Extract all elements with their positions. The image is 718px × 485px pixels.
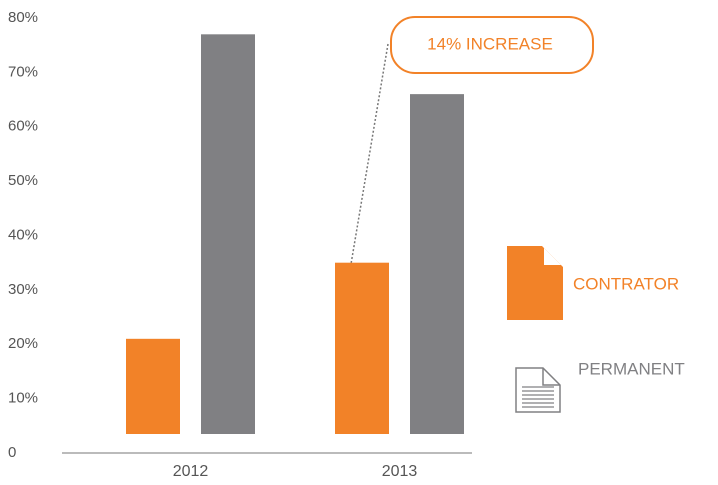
annotation: 14% INCREASE bbox=[427, 34, 553, 53]
x-tick-label: 2013 bbox=[382, 463, 418, 480]
legend-label: PERMANENT bbox=[578, 359, 685, 378]
y-tick-label: 0 bbox=[8, 444, 16, 461]
y-tick-label: 60% bbox=[8, 118, 38, 135]
legend-icon bbox=[515, 367, 561, 413]
y-tick-label: 70% bbox=[8, 63, 38, 80]
y-tick-label: 50% bbox=[8, 172, 38, 189]
legend-label: CONTRATOR bbox=[573, 274, 679, 293]
legend-icon bbox=[507, 246, 563, 320]
bar bbox=[126, 338, 180, 434]
bar bbox=[410, 94, 464, 434]
y-tick-label: 80% bbox=[8, 9, 38, 26]
annotation-leader bbox=[349, 43, 389, 271]
y-tick-label: 30% bbox=[8, 281, 38, 298]
legend-icon-fold bbox=[542, 368, 560, 386]
bar bbox=[335, 262, 389, 434]
legend-icon-fold bbox=[544, 248, 561, 265]
annotation-box bbox=[390, 16, 594, 74]
y-tick-label: 40% bbox=[8, 226, 38, 243]
bar bbox=[201, 34, 255, 434]
y-tick-label: 20% bbox=[8, 335, 38, 352]
x-tick-label: 2012 bbox=[173, 463, 209, 480]
y-tick-label: 10% bbox=[8, 390, 38, 407]
